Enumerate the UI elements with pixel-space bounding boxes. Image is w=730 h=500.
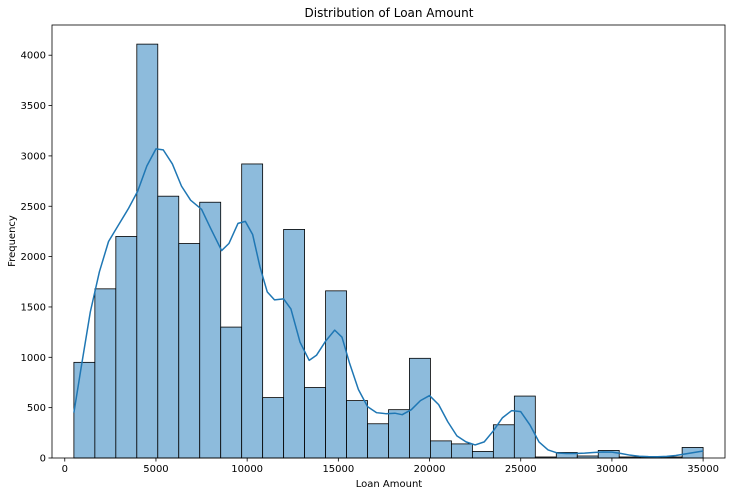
histogram-bar (94, 288, 117, 459)
y-tick-label: 4000 (21, 51, 46, 62)
histogram-bar (73, 361, 96, 459)
histogram-bar (513, 395, 536, 459)
x-tick-label: 25000 (505, 464, 537, 475)
kde-curve-group (73, 148, 704, 458)
y-axis-label: Frequency (7, 215, 18, 267)
x-tick-label: 30000 (596, 464, 628, 475)
histogram-bar (199, 201, 222, 459)
plot-frame (51, 24, 726, 459)
x-tick-label: 15000 (322, 464, 354, 475)
y-tick-label: 3000 (21, 151, 46, 162)
histogram-bar (178, 243, 201, 459)
y-tick-label: 1500 (21, 302, 46, 313)
histogram-bar (346, 400, 368, 459)
y-tick-label: 3500 (21, 101, 46, 112)
x-axis-ticks: 0 5000 10000 15000 20000 25000 30000 35000 (62, 458, 719, 475)
histogram-bar (136, 43, 159, 459)
histogram-bar (430, 440, 452, 459)
x-axis-label: Loan Amount (356, 479, 423, 490)
x-tick-label: 35000 (687, 464, 719, 475)
y-tick-label: 500 (27, 403, 46, 414)
histogram-bar (262, 397, 285, 459)
y-axis-ticks: 0 500 1000 1500 2000 2500 3000 3500 4000 (21, 51, 52, 465)
x-tick-label: 10000 (231, 464, 263, 475)
histogram-bar (220, 326, 243, 459)
x-tick-label: 0 (62, 464, 68, 475)
histogram-bar (241, 163, 264, 459)
histogram-bars (73, 43, 704, 459)
histogram-bar (325, 290, 347, 459)
histogram-bar (115, 236, 138, 459)
histogram-bar (492, 424, 515, 459)
histogram-bar (157, 195, 180, 459)
x-tick-label: 5000 (143, 464, 168, 475)
histogram-bar (451, 443, 473, 459)
histogram-bar (367, 423, 389, 459)
chart-title: Distribution of Loan Amount (305, 6, 474, 20)
histogram-bar (388, 409, 410, 459)
kde-curve (73, 148, 704, 458)
histogram-bar (304, 387, 326, 459)
y-tick-label: 2500 (21, 202, 46, 213)
y-tick-label: 0 (40, 454, 46, 465)
y-tick-label: 2000 (21, 252, 46, 263)
x-tick-label: 20000 (414, 464, 446, 475)
y-tick-label: 1000 (21, 353, 46, 364)
histogram-bar (471, 451, 494, 459)
